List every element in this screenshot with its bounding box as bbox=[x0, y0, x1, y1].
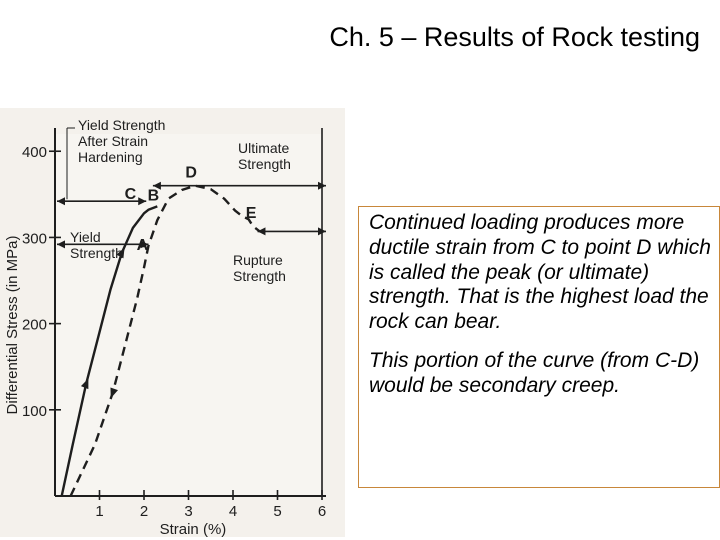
ultimate-strength-arrow-right-head bbox=[318, 181, 326, 190]
annotation-ultimate-strength: Strength bbox=[238, 156, 291, 172]
y-tick-label: 200 bbox=[22, 317, 47, 334]
annotation-ultimate-strength: Ultimate bbox=[238, 140, 290, 156]
x-axis-label: Strain (%) bbox=[160, 521, 227, 537]
slide-title: Ch. 5 – Results of Rock testing bbox=[329, 22, 700, 52]
chart-axes: 100 200 300 400 1 2 3 4 5 6 Strain (%) Differential… bbox=[0, 108, 345, 537]
x-tick-label: 1 bbox=[95, 503, 103, 520]
annotation-yield-after-hardening: After Strain bbox=[78, 133, 148, 149]
series-line-solid bbox=[60, 205, 158, 497]
annotation-yield-strength: Yield bbox=[70, 229, 101, 245]
annotation-rupture-strength: Strength bbox=[233, 268, 286, 284]
yield-after-hardening-arrow-right-head bbox=[138, 197, 147, 206]
series-line-dashed bbox=[69, 184, 261, 497]
chart-curves bbox=[60, 184, 261, 497]
annotation-yield-strength: Strength bbox=[70, 245, 123, 261]
y-axis-label: Differential Stress (in MPa) bbox=[4, 236, 21, 415]
unloading-arrow bbox=[110, 387, 118, 399]
point-label-D: D bbox=[185, 165, 197, 182]
chart-marks: ABCDE bbox=[57, 165, 326, 254]
yield-strength-arrow-left-head bbox=[57, 240, 65, 249]
arrowhead bbox=[80, 378, 89, 390]
annotation-rupture-strength: Rupture bbox=[233, 252, 283, 268]
y-tick-label: 400 bbox=[22, 144, 47, 161]
yield-strength-arrow-right-head bbox=[140, 240, 149, 249]
x-tick-label: 4 bbox=[229, 503, 237, 520]
plot-area bbox=[55, 134, 322, 496]
point-label-E: E bbox=[246, 205, 257, 222]
rupture-strength-arrow-left-head bbox=[257, 227, 266, 236]
callout-paragraph-2: This portion of the curve (from C-D) wou… bbox=[369, 348, 700, 397]
arrowhead bbox=[110, 387, 118, 399]
point-label-C: C bbox=[125, 186, 137, 203]
callout-paragraph-1: Continued loading produces more ductile … bbox=[369, 211, 711, 334]
loading-arrow-2 bbox=[116, 247, 125, 259]
stress-strain-figure: 100 200 300 400 1 2 3 4 5 6 Strain (%) Differential… bbox=[0, 108, 345, 537]
x-tick-label: 2 bbox=[140, 503, 148, 520]
loading-arrow-1 bbox=[80, 378, 89, 390]
point-label-B: B bbox=[148, 187, 160, 204]
arrowhead bbox=[116, 247, 125, 259]
yield-after-hardening-arrow-left-head bbox=[57, 197, 65, 206]
y-tick-label: 100 bbox=[22, 403, 47, 420]
y-tick-label: 300 bbox=[22, 230, 47, 247]
callout-box: Continued loading produces more ductile … bbox=[358, 206, 720, 488]
x-tick-label: 5 bbox=[273, 503, 281, 520]
annotation-yield-after-hardening: Hardening bbox=[78, 149, 143, 165]
ultimate-strength-arrow-left-head bbox=[152, 181, 161, 190]
x-tick-label: 6 bbox=[318, 503, 326, 520]
rupture-strength-arrow-right-head bbox=[318, 227, 326, 236]
annotation-yield-after-hardening: Yield Strength bbox=[78, 117, 165, 133]
x-tick-label: 3 bbox=[184, 503, 192, 520]
